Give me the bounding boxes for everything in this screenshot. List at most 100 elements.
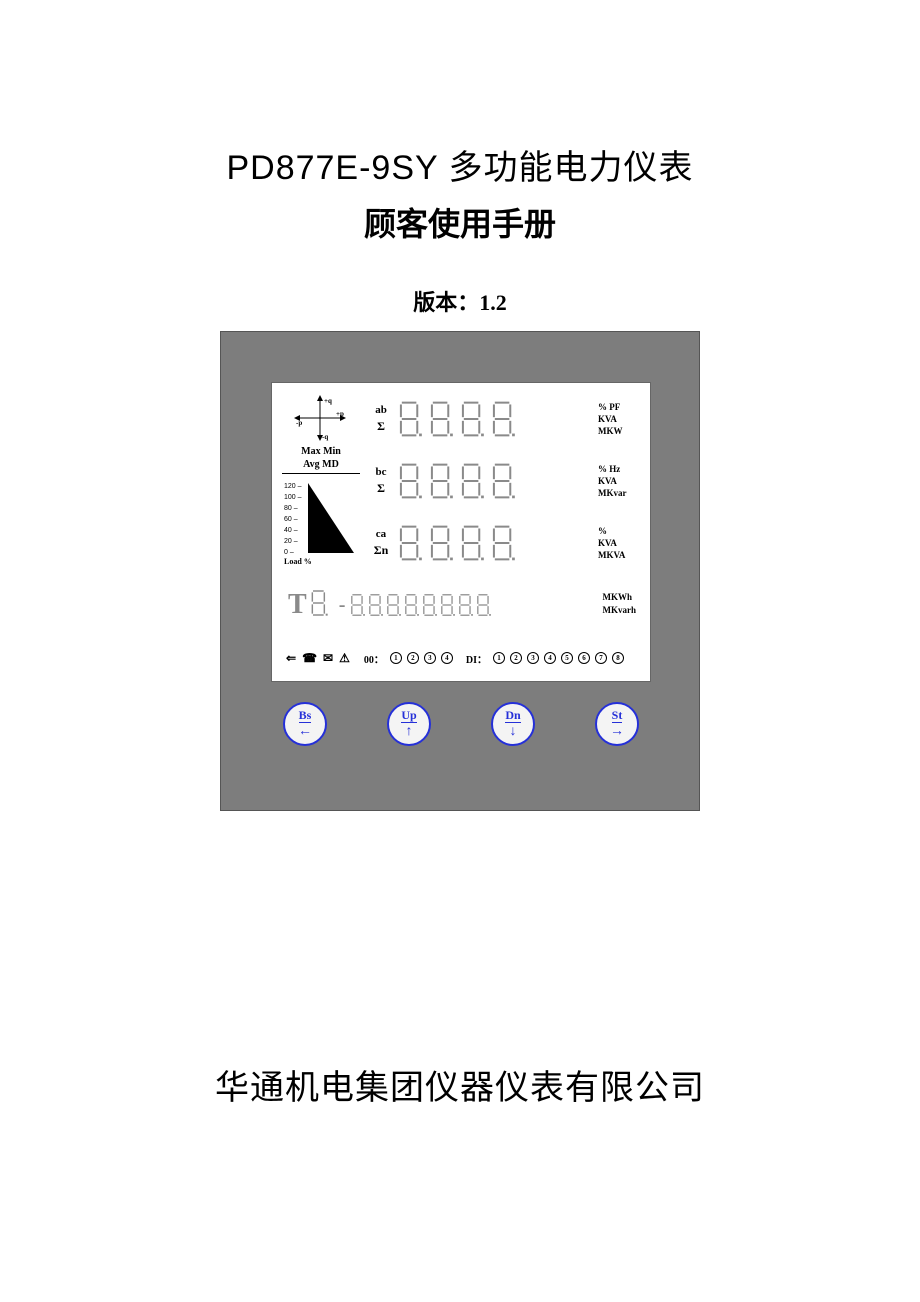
group2-label: DI： [466,651,487,666]
do-indicator-3: 3 [424,652,436,664]
status-bar: ⇐☎✉⚠00：1234DI：12345678 [286,647,638,669]
di-indicator-7: 7 [595,652,607,664]
do-indicator-2: 2 [407,652,419,664]
display-row-1: ab Σ [370,399,640,443]
seven-segment-digit [439,592,456,618]
load-tick: 120 – [284,483,302,494]
company-name: 华通机电集团仪器仪表有限公司 [0,1060,920,1109]
display-row-2: bc Σ [370,461,640,505]
button-arrow-icon: → [610,725,624,739]
load-tick: 60 – [284,516,302,527]
seven-segment-digit [427,399,455,439]
meter-device-illustration: +q +p -q -p Max Min Avg MD 120 –100 –80 … [220,331,700,811]
unit-label: KVA [598,413,640,425]
row-units: % PFKVAMKW [598,401,640,437]
load-bar-indicator: 120 –100 –80 –60 –40 –20 –0 – Load % [284,483,360,573]
di-indicator-8: 8 [612,652,624,664]
row-units: % HzKVAMKvar [598,463,640,499]
button-arrow-icon: ↓ [510,725,517,739]
button-arrow-icon: ← [298,725,312,739]
do-indicator-1: 1 [390,652,402,664]
bs-button[interactable]: Bs ← [283,702,327,746]
seven-segment-digit [385,592,402,618]
group1-label: 00： [364,651,384,666]
st-button[interactable]: St → [595,702,639,746]
row-digits [396,461,517,501]
seven-segment-digit [427,523,455,563]
dn-button[interactable]: Dn ↓ [491,702,535,746]
di-indicator-6: 6 [578,652,590,664]
button-label: St [612,709,623,723]
seven-segment-digit [489,523,517,563]
seven-segment-digit [421,592,438,618]
row-digits [396,399,517,439]
di-indicator-4: 4 [544,652,556,664]
button-arrow-icon: ↑ [406,725,413,739]
load-tick: 20 – [284,538,302,549]
seven-segment-digit [457,592,474,618]
unit-label: MKW [598,425,640,437]
product-title: PD877E-9SY 多功能电力仪表 [100,140,820,189]
stat-labels: Max Min Avg MD [282,445,360,474]
unit-label: MKVA [598,549,640,561]
load-tick: 80 – [284,505,302,516]
di-indicator-2: 2 [510,652,522,664]
load-tick: 40 – [284,527,302,538]
row-digits [396,523,517,563]
stat-line-1: Max Min [282,445,360,458]
compass-bottom: -q [322,433,328,441]
compass-top: +q [324,397,332,405]
seven-segment-digit [396,523,424,563]
unit-label: % Hz [598,463,640,475]
seven-segment-digit [458,523,486,563]
document-page: PD877E-9SY 多功能电力仪表 顾客使用手册 版本：1.2 www.zix… [0,0,920,1302]
compass-right: +p [336,410,344,418]
seven-segment-digit [367,592,384,618]
manual-subtitle: 顾客使用手册 [100,199,820,245]
up-button[interactable]: Up ↑ [387,702,431,746]
do-indicator-4: 4 [441,652,453,664]
button-row: Bs ← Up ↑ Dn ↓ St → [283,702,639,746]
load-label: Load % [284,557,312,566]
unit-label: KVA [598,475,640,487]
version-label: 版本：1.2 [100,285,820,317]
di-indicator-3: 3 [527,652,539,664]
seven-segment-digit [489,461,517,501]
display-row-3: ca Σn [370,523,640,567]
load-tick: 100 – [284,494,302,505]
load-ticks: 120 –100 –80 –60 –40 –20 –0 – [284,483,302,560]
lcd-screen: +q +p -q -p Max Min Avg MD 120 –100 –80 … [271,382,651,682]
compass-left: -p [296,419,302,427]
seven-segment-digit [349,592,366,618]
seven-segment-digit [396,461,424,501]
unit-label: MKvar [598,487,640,499]
status-icon-3: ⚠ [339,651,350,666]
unit-label: % PF [598,401,640,413]
seven-segment-digit [396,399,424,439]
status-icon-2: ✉ [323,651,333,666]
button-label: Bs [299,709,312,723]
status-icon-0: ⇐ [286,651,296,666]
seven-segment-digit [427,461,455,501]
status-icon-1: ☎ [302,651,317,666]
t-glyph: T [288,589,307,621]
seven-segment-digit [403,592,420,618]
seven-segment-digit [475,592,492,618]
row-prefix: ab Σ [370,403,392,435]
energy-digits [349,592,492,618]
energy-units: MKWh MKvarh [603,591,637,616]
row-prefix: ca Σn [370,527,392,559]
energy-row: T - [288,585,638,625]
load-triangle-icon [308,483,354,553]
di-indicator-1: 1 [493,652,505,664]
di-indicator-5: 5 [561,652,573,664]
energy-dash: - [339,594,346,617]
unit-label: KVA [598,537,640,549]
stat-line-2: Avg MD [282,458,360,471]
seven-segment-digit [458,399,486,439]
quadrant-compass-icon: +q +p -q -p [290,395,350,441]
button-label: Dn [505,709,520,723]
energy-row-prefix: T [288,588,329,623]
row-prefix: bc Σ [370,465,392,497]
seven-segment-digit [489,399,517,439]
